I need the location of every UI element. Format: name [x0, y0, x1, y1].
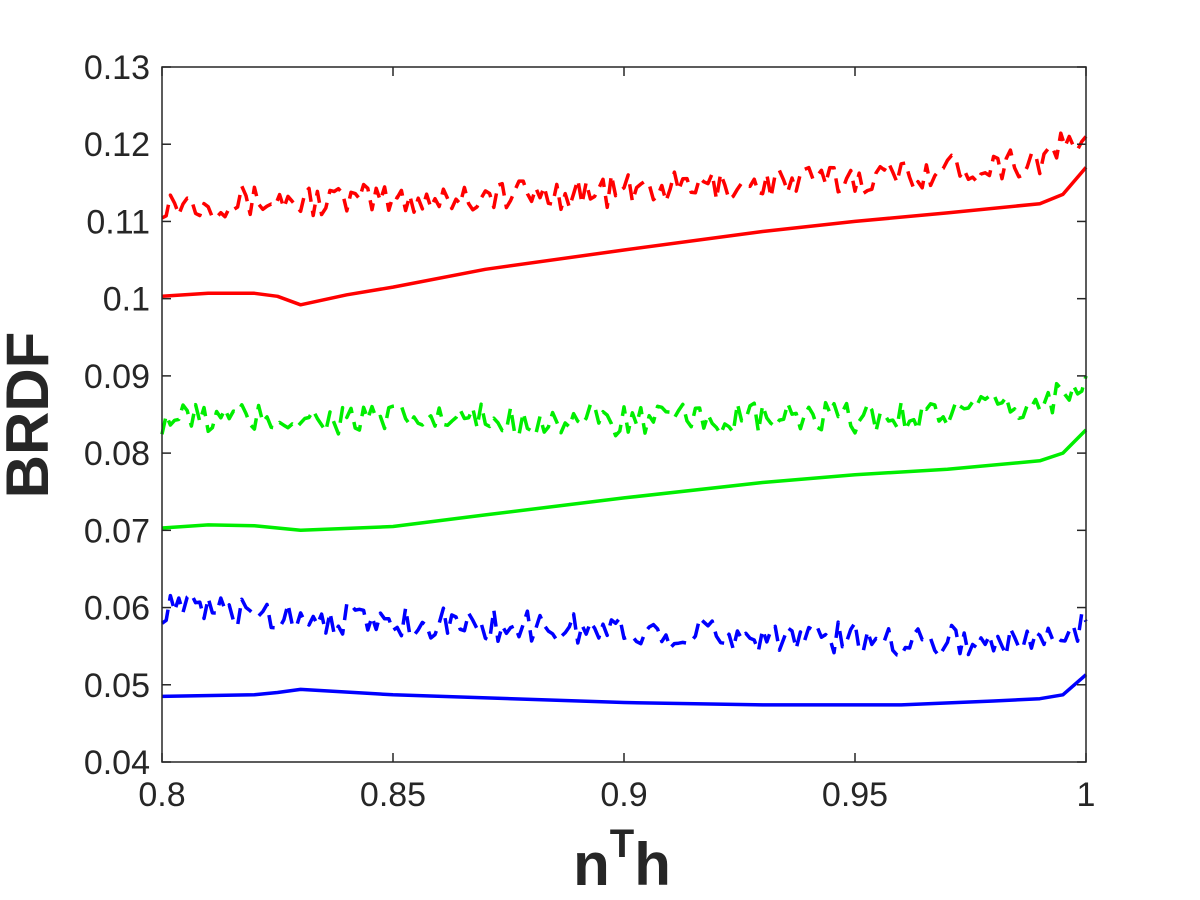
series-line-6-dashed [160, 592, 1088, 658]
ticks-layer: 0.8 0.85 0.9 0.95 1 0.04 0.05 0.06 0.07 0.08 0.09 0… [84, 49, 1096, 814]
x-axis-label-base: n [573, 831, 610, 898]
x-tick-label: 0.8 [138, 776, 185, 814]
y-tick-label: 0.09 [84, 358, 150, 396]
y-tick-label: 0.11 [86, 203, 150, 241]
series-line-4-dashed [160, 375, 1088, 438]
series-line-5-solid [161, 673, 1088, 707]
series-line-2-dashed [161, 131, 1088, 220]
series-line-3-solid [161, 428, 1088, 533]
series-layer [160, 131, 1088, 707]
x-tick-label: 1 [1077, 776, 1096, 814]
y-tick-label: 0.07 [84, 512, 150, 550]
y-tick-label: 0.04 [84, 744, 150, 782]
x-tick-label: 0.85 [360, 776, 426, 814]
x-axis-label-superscript: T [610, 822, 634, 866]
x-tick-label: 0.95 [822, 776, 888, 814]
y-tick-label: 0.12 [84, 126, 150, 164]
y-tick-label: 0.06 [84, 590, 150, 628]
x-axis-label: nTh [573, 822, 671, 898]
x-axis-label-suffix: h [634, 831, 671, 898]
x-tick-label: 0.9 [600, 776, 647, 814]
series-line-1-solid [161, 166, 1088, 307]
y-tick-label: 0.08 [84, 435, 150, 473]
y-tick-label: 0.1 [103, 281, 150, 319]
y-axis-label: BRDF [0, 332, 61, 499]
y-tick-label: 0.05 [84, 667, 150, 705]
y-tick-label: 0.13 [84, 49, 150, 87]
